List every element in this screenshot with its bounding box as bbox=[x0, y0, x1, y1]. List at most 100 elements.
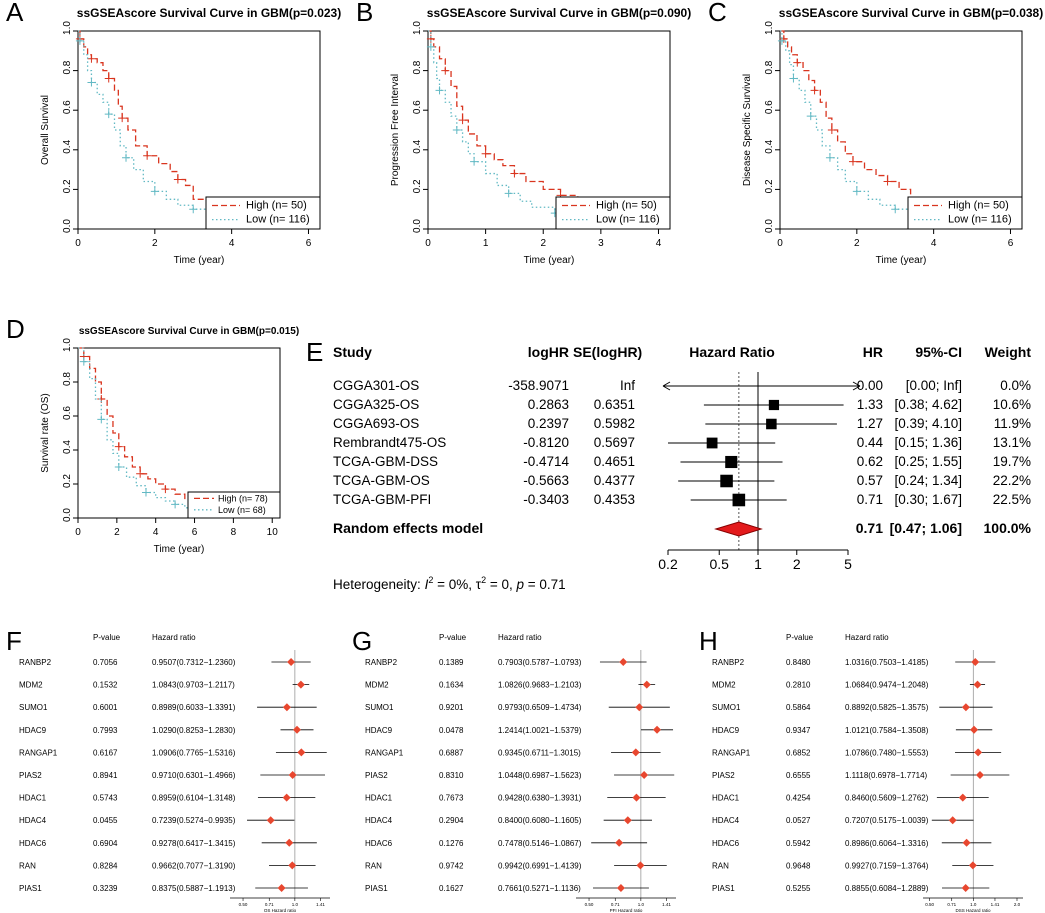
hr-marker bbox=[971, 658, 980, 666]
censor-mark bbox=[143, 151, 152, 160]
pvalue: 0.1389 bbox=[439, 658, 464, 667]
col-header-pvalue: P-value bbox=[786, 633, 814, 642]
censor-mark bbox=[122, 153, 131, 162]
x-tick-label: 6 bbox=[306, 238, 312, 249]
heterogeneity-part: 2 bbox=[481, 575, 486, 585]
pvalue: 0.9648 bbox=[786, 861, 811, 870]
y-tick-label: 0.2 bbox=[62, 474, 73, 488]
hr-text: 0.8855(0.6084−1.2889) bbox=[845, 884, 929, 893]
censor-mark bbox=[87, 54, 96, 63]
hr-text: 0.8989(0.6033−1.3391) bbox=[152, 703, 236, 712]
x-tick-label: 4 bbox=[931, 238, 937, 249]
legend-label: Low (n= 116) bbox=[246, 214, 310, 226]
hr-value: 0.00 bbox=[857, 378, 883, 393]
hr-marker bbox=[296, 680, 305, 689]
hr-marker bbox=[288, 861, 297, 870]
survival-curve-low bbox=[78, 347, 273, 514]
censor-mark bbox=[136, 469, 145, 478]
effect-square bbox=[706, 437, 718, 449]
summary-label: Random effects model bbox=[333, 520, 483, 536]
y-axis-label: Progression Free Interval bbox=[390, 74, 401, 186]
hr-marker bbox=[974, 748, 983, 757]
gene-forest-g: G P-value Hazard ratio 0.50 0.71 1.0 1.41 PFI H… bbox=[352, 626, 676, 913]
censor-mark bbox=[806, 112, 815, 121]
hr-value: 0.57 bbox=[857, 473, 883, 488]
x-tick-label: 1.0 bbox=[970, 902, 977, 907]
y-tick-label: 0.6 bbox=[764, 100, 775, 114]
censor-mark bbox=[173, 175, 182, 184]
study-label: CGGA301-OS bbox=[333, 378, 419, 393]
hr-text: 0.9710(0.6301−1.4966) bbox=[152, 771, 236, 780]
censor-mark bbox=[104, 74, 113, 83]
hr-marker bbox=[619, 658, 628, 666]
hr-text: 0.9662(0.7077−1.3190) bbox=[152, 861, 236, 870]
y-tick-label: 0.2 bbox=[412, 179, 423, 193]
censor-mark bbox=[114, 463, 123, 471]
hr-marker bbox=[975, 771, 984, 779]
hr-marker bbox=[948, 816, 957, 825]
gene-label: RANGAP1 bbox=[365, 748, 404, 757]
survival-curve-low bbox=[780, 30, 1015, 222]
censor-mark bbox=[87, 78, 96, 87]
censor-mark bbox=[114, 442, 123, 451]
gene-label: HDAC9 bbox=[365, 726, 393, 735]
loghr-value: -0.8120 bbox=[523, 435, 569, 450]
se-value: 0.6351 bbox=[594, 397, 635, 412]
x-axis-label: PFI Hazard ratio bbox=[610, 908, 643, 913]
loghr-value: -358.9071 bbox=[508, 378, 569, 393]
legend-box bbox=[205, 196, 321, 230]
censor-mark bbox=[141, 488, 150, 497]
pvalue: 0.8480 bbox=[786, 658, 811, 667]
x-tick-label: 1 bbox=[754, 556, 762, 572]
gene-forest-h: H P-value Hazard ratio 0.50 0.71 1.0 1.41 2.0 DS… bbox=[699, 626, 1023, 913]
y-axis-label: Survival rate (OS) bbox=[40, 393, 51, 472]
ci-value: [0.38; 4.62] bbox=[894, 397, 962, 412]
pvalue: 0.4254 bbox=[786, 794, 811, 803]
hr-text: 1.0121(0.7584−1.3508) bbox=[845, 726, 929, 735]
hr-marker bbox=[642, 680, 651, 689]
survival-curve-low bbox=[78, 30, 313, 222]
x-tick-label: 2 bbox=[854, 238, 860, 249]
gene-label: SUMO1 bbox=[365, 703, 394, 712]
x-tick-label: 1.41 bbox=[991, 902, 1000, 907]
legend-label: Low (n= 116) bbox=[596, 214, 660, 226]
study-label: Rembrandt475-OS bbox=[333, 435, 446, 450]
hr-text: 0.8460(0.5609−1.2762) bbox=[845, 794, 929, 803]
censor-mark bbox=[150, 187, 159, 196]
hr-marker bbox=[615, 838, 624, 847]
study-label: CGGA693-OS bbox=[333, 416, 419, 431]
hr-value: 1.27 bbox=[857, 416, 883, 431]
pvalue: 0.5743 bbox=[93, 794, 118, 803]
survival-curve-low bbox=[428, 30, 659, 222]
hr-marker bbox=[623, 816, 632, 825]
hr-marker bbox=[958, 793, 967, 802]
hr-text: 1.1118(0.6978−1.7714) bbox=[845, 771, 928, 780]
hr-marker bbox=[632, 793, 641, 802]
col-header-study: Study bbox=[333, 344, 372, 360]
gene-label: PIAS2 bbox=[19, 771, 42, 780]
x-axis-label: DSS Hazard ratio bbox=[955, 908, 991, 913]
censor-mark bbox=[825, 153, 834, 162]
pvalue: 0.6904 bbox=[93, 839, 118, 848]
pvalue: 0.9742 bbox=[439, 861, 464, 870]
x-tick-label: 2 bbox=[114, 527, 120, 538]
plot-frame bbox=[77, 347, 281, 519]
gene-label: PIAS1 bbox=[712, 884, 735, 893]
censor-mark bbox=[441, 66, 450, 75]
y-tick-label: 0.0 bbox=[412, 219, 423, 233]
x-axis-label: Time (year) bbox=[154, 544, 205, 555]
censor-mark bbox=[435, 86, 444, 95]
hr-text: 1.0448(0.6987−1.5623) bbox=[498, 771, 582, 780]
censor-mark bbox=[189, 205, 198, 214]
legend-label: Low (n= 68) bbox=[218, 505, 266, 515]
x-tick-label: 6 bbox=[192, 527, 198, 538]
hr-text: 0.9793(0.6509−1.4734) bbox=[498, 703, 582, 712]
censor-mark bbox=[97, 415, 106, 424]
survival-curve-high bbox=[780, 30, 1015, 220]
chart-title: ssGSEAscore Survival Curve in GBM(p=0.02… bbox=[77, 6, 341, 20]
loghr-value: 0.2397 bbox=[528, 416, 569, 431]
weight-value: 22.2% bbox=[993, 473, 1031, 488]
gene-label: HDAC1 bbox=[19, 794, 47, 803]
x-tick-label: 0.50 bbox=[925, 902, 934, 907]
pvalue: 0.6852 bbox=[786, 748, 811, 757]
